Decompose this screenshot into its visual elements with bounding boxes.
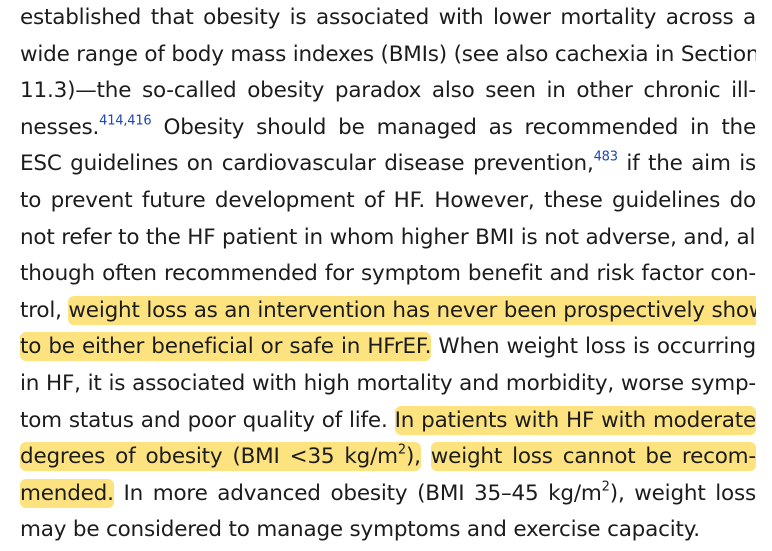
text-line-7: not refer to the HF patient in whom high… [20,224,756,250]
text-line-1: established that obesity is associated w… [20,5,756,30]
text-line-3: 11.3)—the so-called obesity paradox also… [20,78,756,104]
text-segment: degrees of obesity (BMI <35 kg/m [20,444,398,470]
text-line-10: to be either beneficial or safe in HFrEF… [20,329,756,366]
text-line-4: nesses.414,416 Obesity should be managed… [20,110,756,147]
text-segment: Obesity should be managed as recommended… [151,114,756,140]
text-segment: trol, [20,297,69,323]
text-line-14: mended. In more advanced obesity (BMI 35… [20,476,756,513]
reference-group: 483 [594,150,618,165]
text-line-11: in HF, it is associated with high mortal… [20,370,756,396]
highlighted-text: to be either beneficial or safe in HFrEF… [20,332,432,362]
text-segment: ), [405,444,421,470]
highlighted-text: weight loss as an intervention has never… [68,295,756,325]
reference-group: 414,416 [99,113,152,129]
superscript: 2 [601,478,610,494]
text-segment: ESC guidelines on cardiovascular disease… [20,151,594,177]
highlighted-text: degrees of obesity (BMI <35 kg/m2), [20,442,421,472]
text-segment: nesses. [20,114,100,140]
reference-separator: , [123,113,128,129]
text-segment: When weight loss is occurring [431,334,756,360]
text-line-13: degrees of obesity (BMI <35 kg/m2), weig… [20,439,756,476]
text-line-15: may be considered to manage symptoms and… [20,517,700,543]
text-line-12: tom status and poor quality of life. In … [20,403,756,440]
guideline-text-paragraph: established that obesity is associated w… [20,0,756,549]
text-segment: if the aim is [617,151,756,177]
text-segment: ), weight loss [609,480,756,506]
text-line-9: trol, weight loss as an intervention has… [20,293,756,330]
superscript: 2 [397,442,406,458]
highlighted-text: In patients with HF with moderate [394,405,756,435]
reference-link-416[interactable]: 416 [127,113,152,129]
reference-link-414[interactable]: 414 [99,113,124,129]
text-segment: tom status and poor quality of life. [20,407,395,433]
highlighted-text: mended. [20,478,114,508]
text-line-6: to prevent future development of HF. How… [20,187,756,213]
reference-link-483[interactable]: 483 [593,149,618,165]
text-line-8: though often recommended for symptom ben… [20,261,756,287]
text-line-5: ESC guidelines on cardiovascular disease… [20,146,756,183]
text-line-2: wide range of body mass indexes (BMIs) (… [20,41,756,67]
text-segment: In more advanced obesity (BMI 35–45 kg/m [113,480,602,506]
highlighted-text: weight loss cannot be recom- [430,442,756,472]
text-segment [421,444,431,469]
